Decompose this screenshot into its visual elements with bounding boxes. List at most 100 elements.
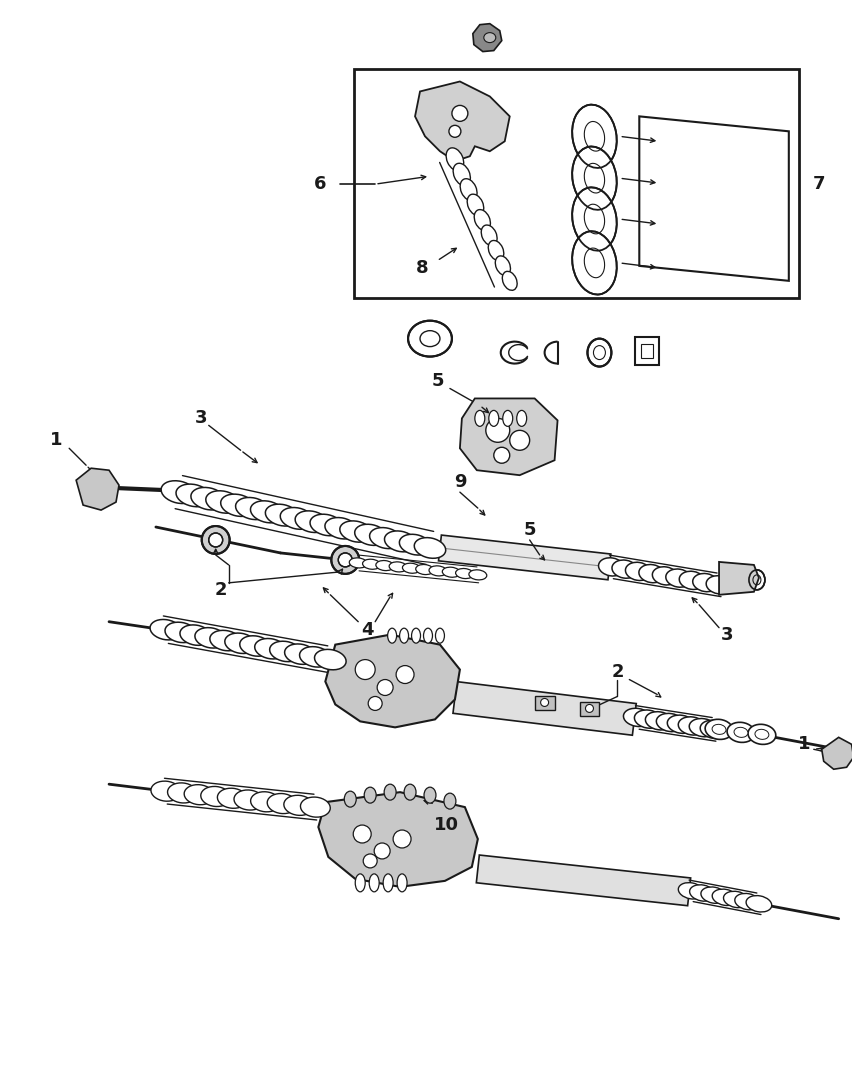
Ellipse shape — [481, 225, 497, 246]
Ellipse shape — [748, 570, 764, 590]
Ellipse shape — [572, 105, 616, 168]
Ellipse shape — [623, 708, 650, 726]
Ellipse shape — [722, 892, 748, 908]
Circle shape — [509, 430, 529, 451]
Ellipse shape — [176, 484, 211, 506]
Circle shape — [452, 106, 467, 122]
Ellipse shape — [625, 562, 650, 581]
Ellipse shape — [339, 521, 372, 543]
Ellipse shape — [399, 534, 430, 555]
Ellipse shape — [638, 565, 664, 583]
Ellipse shape — [239, 635, 271, 656]
Polygon shape — [452, 681, 636, 735]
Ellipse shape — [677, 882, 703, 899]
Ellipse shape — [150, 619, 181, 640]
Ellipse shape — [414, 537, 446, 559]
Ellipse shape — [225, 633, 256, 654]
Circle shape — [584, 705, 593, 712]
Ellipse shape — [726, 722, 754, 742]
Polygon shape — [638, 116, 788, 281]
Ellipse shape — [688, 884, 715, 901]
Ellipse shape — [151, 781, 181, 801]
Ellipse shape — [474, 209, 490, 231]
Circle shape — [486, 419, 509, 442]
Ellipse shape — [483, 33, 495, 43]
Ellipse shape — [467, 194, 483, 216]
Ellipse shape — [295, 511, 328, 533]
Ellipse shape — [221, 494, 255, 517]
Ellipse shape — [442, 567, 459, 577]
Ellipse shape — [376, 561, 394, 570]
Ellipse shape — [488, 410, 498, 426]
Ellipse shape — [348, 557, 366, 568]
Ellipse shape — [446, 147, 463, 171]
Ellipse shape — [452, 163, 469, 186]
Ellipse shape — [495, 256, 509, 276]
Circle shape — [540, 698, 548, 706]
Ellipse shape — [734, 894, 759, 910]
Ellipse shape — [404, 784, 416, 800]
Ellipse shape — [572, 146, 616, 209]
Ellipse shape — [209, 533, 222, 547]
Bar — [635, 336, 659, 364]
Ellipse shape — [233, 790, 263, 810]
Ellipse shape — [711, 890, 737, 906]
Text: 3: 3 — [720, 626, 733, 644]
Ellipse shape — [746, 896, 771, 912]
Text: 9: 9 — [453, 473, 465, 491]
Polygon shape — [325, 634, 459, 727]
Ellipse shape — [692, 574, 717, 592]
Bar — [579, 703, 599, 717]
Ellipse shape — [665, 569, 691, 587]
Ellipse shape — [180, 625, 211, 645]
Polygon shape — [472, 23, 501, 51]
Ellipse shape — [384, 531, 416, 552]
Circle shape — [395, 665, 413, 684]
Ellipse shape — [699, 720, 727, 738]
Ellipse shape — [387, 628, 396, 643]
Ellipse shape — [611, 560, 637, 578]
Ellipse shape — [389, 562, 406, 572]
Ellipse shape — [161, 481, 196, 503]
Ellipse shape — [269, 641, 301, 662]
Ellipse shape — [402, 563, 420, 574]
Ellipse shape — [195, 628, 227, 648]
Ellipse shape — [435, 628, 444, 643]
Ellipse shape — [705, 576, 731, 594]
Ellipse shape — [255, 639, 286, 659]
Ellipse shape — [407, 320, 452, 357]
Polygon shape — [718, 562, 758, 595]
Ellipse shape — [164, 623, 196, 643]
Ellipse shape — [678, 571, 704, 590]
Ellipse shape — [652, 567, 677, 585]
Ellipse shape — [284, 796, 314, 815]
Ellipse shape — [354, 524, 387, 546]
Circle shape — [368, 696, 382, 710]
Ellipse shape — [300, 797, 330, 817]
Ellipse shape — [267, 794, 296, 814]
Ellipse shape — [167, 783, 197, 803]
Ellipse shape — [572, 232, 616, 295]
Text: 8: 8 — [415, 258, 428, 277]
Ellipse shape — [415, 565, 433, 575]
Ellipse shape — [705, 720, 732, 739]
Polygon shape — [459, 398, 557, 475]
Ellipse shape — [362, 560, 380, 569]
Ellipse shape — [265, 504, 299, 527]
Ellipse shape — [250, 791, 280, 812]
Circle shape — [363, 854, 377, 868]
Ellipse shape — [250, 501, 284, 523]
Bar — [641, 344, 653, 358]
Bar — [534, 696, 554, 710]
Ellipse shape — [285, 644, 316, 664]
Ellipse shape — [205, 491, 240, 514]
Ellipse shape — [397, 874, 406, 892]
Circle shape — [377, 679, 393, 695]
Ellipse shape — [299, 646, 331, 668]
Ellipse shape — [369, 528, 401, 549]
Text: 1: 1 — [797, 735, 809, 753]
Text: 3: 3 — [194, 409, 207, 427]
Ellipse shape — [516, 410, 526, 426]
Ellipse shape — [354, 874, 365, 892]
Circle shape — [354, 660, 375, 679]
